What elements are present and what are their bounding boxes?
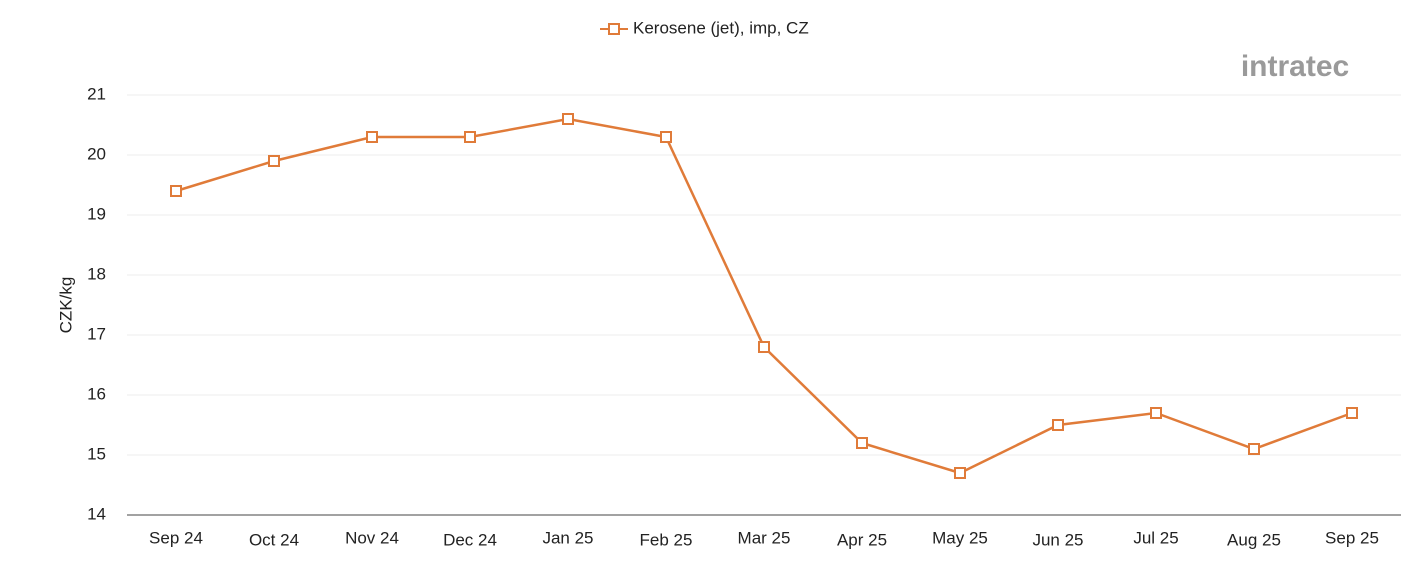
x-tick-label: May 25 (932, 528, 988, 547)
marker (170, 185, 182, 197)
y-tick-label: 20 (87, 144, 106, 163)
y-tick-label: 19 (87, 204, 106, 223)
y-tick-label: 16 (87, 384, 106, 403)
marker (856, 437, 868, 449)
legend-marker (608, 23, 620, 35)
x-tick-label: Sep 24 (149, 528, 203, 547)
y-tick-label: 15 (87, 444, 106, 463)
line (175, 117, 1353, 475)
y-tick-label: 18 (87, 264, 106, 283)
x-tick-label: Apr 25 (837, 530, 887, 549)
marker (562, 113, 574, 125)
logo: intratec (1241, 50, 1349, 83)
legend-label: Kerosene (jet), imp, CZ (633, 18, 809, 37)
x-tick-label: Oct 24 (249, 530, 299, 549)
y-tick-label: 21 (87, 84, 106, 103)
x-tick-label: Aug 25 (1227, 530, 1281, 549)
marker (1150, 407, 1162, 419)
x-tick-label: Jan 25 (542, 528, 593, 547)
marker (268, 155, 280, 167)
marker (1052, 419, 1064, 431)
marker (660, 131, 672, 143)
marker (954, 467, 966, 479)
y-tick-label: 14 (87, 504, 106, 523)
x-tick-label: Jul 25 (1133, 528, 1178, 547)
x-tick-label: Nov 24 (345, 528, 399, 547)
marker (758, 341, 770, 353)
marker (464, 131, 476, 143)
x-tick-label: Dec 24 (443, 530, 497, 549)
x-tick-label: Feb 25 (640, 530, 693, 549)
x-tick-label: Sep 25 (1325, 528, 1379, 547)
x-tick-label: Mar 25 (738, 528, 791, 547)
marker (1248, 443, 1260, 455)
x-tick-label: Jun 25 (1032, 530, 1083, 549)
y-tick-label: 17 (87, 324, 106, 343)
marker (366, 131, 378, 143)
y-axis-label: CZK/kg (56, 277, 75, 334)
marker (1346, 407, 1358, 419)
